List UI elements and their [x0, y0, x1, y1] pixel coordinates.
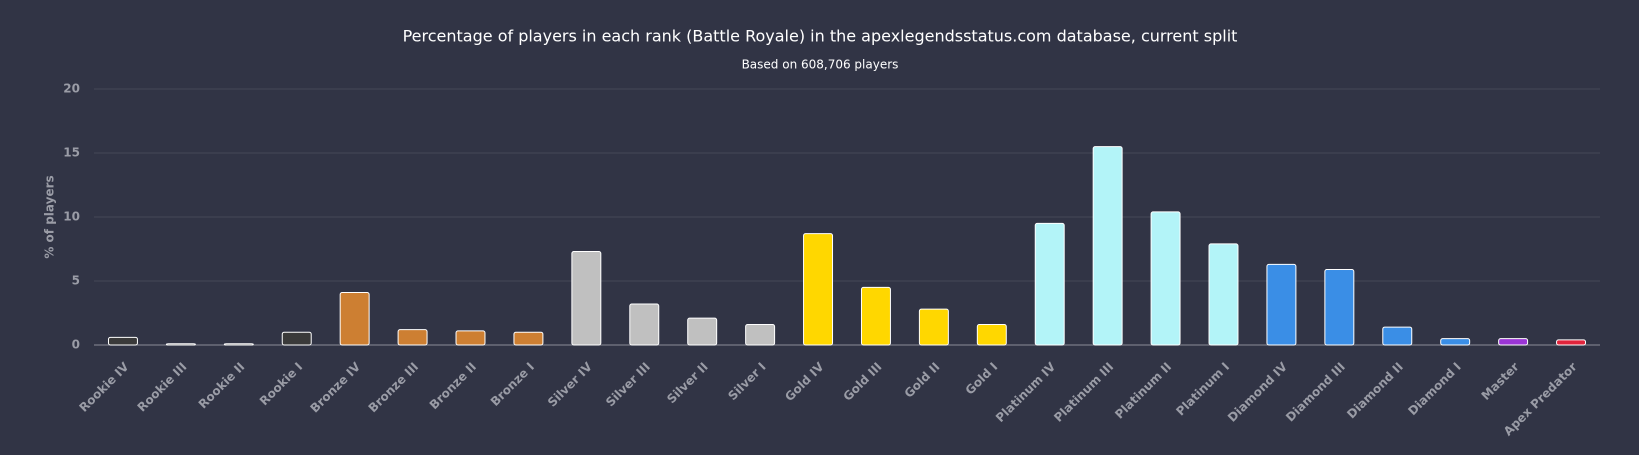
x-tick-label: Diamond II: [1344, 360, 1406, 422]
bar: [1034, 222, 1065, 346]
bar: [165, 343, 196, 346]
bar: [223, 343, 254, 346]
x-tick-label: Platinum III: [1051, 360, 1116, 425]
x-tick-label: Silver II: [664, 360, 711, 407]
y-tick-label: 20: [63, 82, 80, 96]
y-tick-label: 10: [63, 210, 80, 224]
bar: [860, 286, 891, 346]
x-tick-label: Gold II: [902, 360, 943, 401]
x-tick-label: Rookie I: [257, 360, 306, 409]
bar: [1208, 243, 1239, 346]
x-tick-label: Gold III: [840, 360, 884, 404]
bar: [1266, 263, 1297, 346]
bar: [1556, 339, 1587, 346]
x-tick-label: Bronze IV: [307, 359, 363, 415]
bar: [976, 324, 1007, 346]
bar: [745, 324, 776, 346]
x-tick-label: Gold I: [963, 360, 1001, 398]
bar: [1382, 326, 1413, 346]
x-tick-label: Bronze I: [488, 360, 537, 409]
bar: [107, 336, 138, 346]
chart-subtitle: Based on 608,706 players: [742, 58, 899, 72]
x-tick-label: Platinum IV: [993, 359, 1059, 425]
chart-title: Percentage of players in each rank (Batt…: [403, 27, 1238, 46]
bar: [1324, 268, 1355, 346]
bar: [687, 317, 718, 346]
bar: [803, 233, 834, 346]
bar: [918, 308, 949, 346]
bar: [1440, 338, 1471, 346]
x-tick-label: Rookie III: [135, 360, 190, 415]
y-tick-label: 0: [72, 338, 80, 352]
x-tick-label: Diamond III: [1283, 360, 1348, 425]
y-tick-label: 5: [72, 274, 80, 288]
x-tick-label: Bronze III: [366, 360, 422, 416]
x-tick-label: Bronze II: [427, 360, 479, 412]
x-tick-label: Rookie II: [196, 360, 248, 412]
x-tick-label: Diamond IV: [1225, 359, 1291, 425]
bar: [513, 331, 544, 346]
y-tick-label: 15: [63, 146, 80, 160]
x-tick-label: Master: [1479, 360, 1522, 403]
bar: [629, 303, 660, 346]
bar: [571, 251, 602, 346]
bar: [339, 292, 370, 346]
x-tick-label: Gold IV: [782, 359, 827, 404]
x-tick-label: Silver IV: [545, 359, 595, 409]
x-tick-label: Platinum II: [1112, 360, 1174, 422]
x-tick-label: Silver III: [603, 360, 653, 410]
x-tick-label: Rookie IV: [76, 359, 132, 415]
bar: [1092, 146, 1123, 346]
bar: [1498, 338, 1529, 346]
x-tick-label: Silver I: [725, 360, 768, 403]
bar: [455, 330, 486, 346]
bar: [397, 329, 428, 346]
x-tick-label: Platinum I: [1173, 360, 1232, 419]
bar: [281, 331, 312, 346]
y-axis-title: % of players: [43, 175, 57, 258]
x-tick-label: Diamond I: [1405, 360, 1463, 418]
bar: [1150, 211, 1181, 346]
